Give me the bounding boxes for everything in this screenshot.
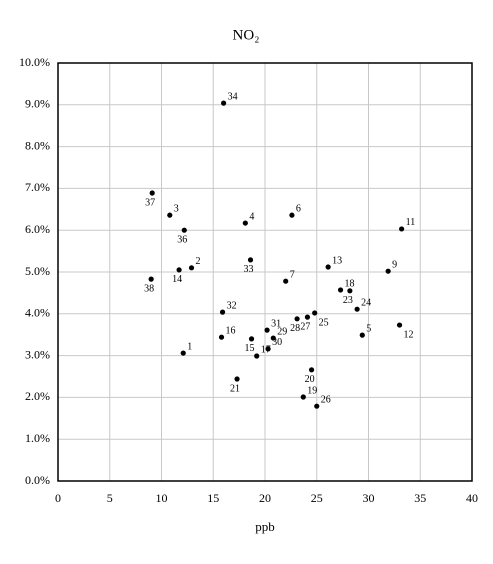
point-label: 26 <box>321 394 331 405</box>
point-label: 34 <box>228 91 238 102</box>
point <box>347 288 353 294</box>
point <box>312 310 318 316</box>
point-label: 11 <box>406 217 416 228</box>
point-label: 31 <box>271 318 281 329</box>
point-label: 3 <box>174 203 179 214</box>
y-tick-label: 5.0% <box>25 264 50 278</box>
point <box>325 264 331 270</box>
x-tick-label: 20 <box>259 491 271 505</box>
point <box>385 268 391 274</box>
point-label: 37 <box>145 197 155 208</box>
y-tick-label: 4.0% <box>25 306 50 320</box>
point <box>218 334 225 340</box>
point-label: 23 <box>343 295 353 306</box>
y-tick-label: 7.0% <box>25 180 50 194</box>
point-label: 38 <box>144 283 154 294</box>
point <box>247 257 254 263</box>
point-label: 33 <box>244 264 254 275</box>
point <box>308 367 315 373</box>
point-label: 30 <box>272 337 282 348</box>
point-label: 15 <box>245 343 255 354</box>
x-tick-label: 40 <box>466 491 478 505</box>
plot-frame <box>57 62 473 482</box>
point <box>337 287 344 293</box>
x-tick-label: 35 <box>414 491 426 505</box>
point-label: 2 <box>196 256 201 267</box>
point-label: 18 <box>345 278 355 289</box>
y-tick-label: 6.0% <box>25 222 50 236</box>
x-tick-label: 15 <box>207 491 219 505</box>
point-label: 16 <box>226 326 236 337</box>
y-tick-label: 10.0% <box>19 55 50 69</box>
point <box>176 267 182 273</box>
point <box>148 276 154 282</box>
point <box>359 332 365 338</box>
point <box>396 322 403 328</box>
point <box>270 335 276 341</box>
y-tick-label: 2.0% <box>25 389 50 403</box>
point <box>300 394 306 400</box>
point <box>294 316 300 322</box>
x-tick-label: 25 <box>311 491 323 505</box>
point <box>167 212 173 218</box>
x-tick-label: 10 <box>156 491 168 505</box>
point <box>188 265 195 271</box>
point <box>219 309 226 315</box>
point <box>265 346 271 352</box>
y-tick-label: 0.0% <box>25 473 50 487</box>
point-label: 14 <box>172 274 182 285</box>
point-label: 24 <box>361 297 371 308</box>
point <box>264 327 270 333</box>
x-tick-label: 30 <box>363 491 375 505</box>
x-tick-label: 5 <box>107 491 113 505</box>
point <box>149 190 155 196</box>
point <box>180 350 186 356</box>
point <box>354 306 360 312</box>
point-label: 36 <box>177 234 187 245</box>
point-label: 13 <box>332 255 342 266</box>
point-label: 4 <box>249 211 254 222</box>
point <box>399 226 405 232</box>
point-label: 12 <box>404 329 414 340</box>
point <box>304 314 311 320</box>
point-label: 19 <box>307 385 317 396</box>
point-label: 5 <box>366 323 371 334</box>
point <box>289 212 295 218</box>
point <box>181 227 187 233</box>
point-label: 21 <box>230 383 240 394</box>
x-tick-label: 0 <box>55 491 61 505</box>
point <box>234 376 240 382</box>
point-label: 28 <box>290 323 300 334</box>
x-axis-label: ppb <box>255 519 275 534</box>
point-label: 27 <box>300 321 310 332</box>
point-label: 20 <box>305 374 315 385</box>
point-label: 1 <box>187 341 192 352</box>
point-label: 9 <box>392 259 397 270</box>
point <box>254 353 260 359</box>
y-tick-label: 8.0% <box>25 138 50 152</box>
point-label: 7 <box>290 269 295 280</box>
y-tick-label: 9.0% <box>25 97 50 111</box>
point-label: 6 <box>296 203 301 214</box>
point <box>242 220 248 226</box>
y-tick-label: 3.0% <box>25 347 50 361</box>
chart-title: NO₂ <box>233 27 260 43</box>
point-label: 32 <box>227 300 237 311</box>
point <box>283 278 289 284</box>
point <box>221 100 227 106</box>
point <box>248 336 255 342</box>
y-tick-label: 1.0% <box>25 431 50 445</box>
point-label: 25 <box>319 317 329 328</box>
point <box>314 403 320 409</box>
point-label: 29 <box>277 326 287 337</box>
